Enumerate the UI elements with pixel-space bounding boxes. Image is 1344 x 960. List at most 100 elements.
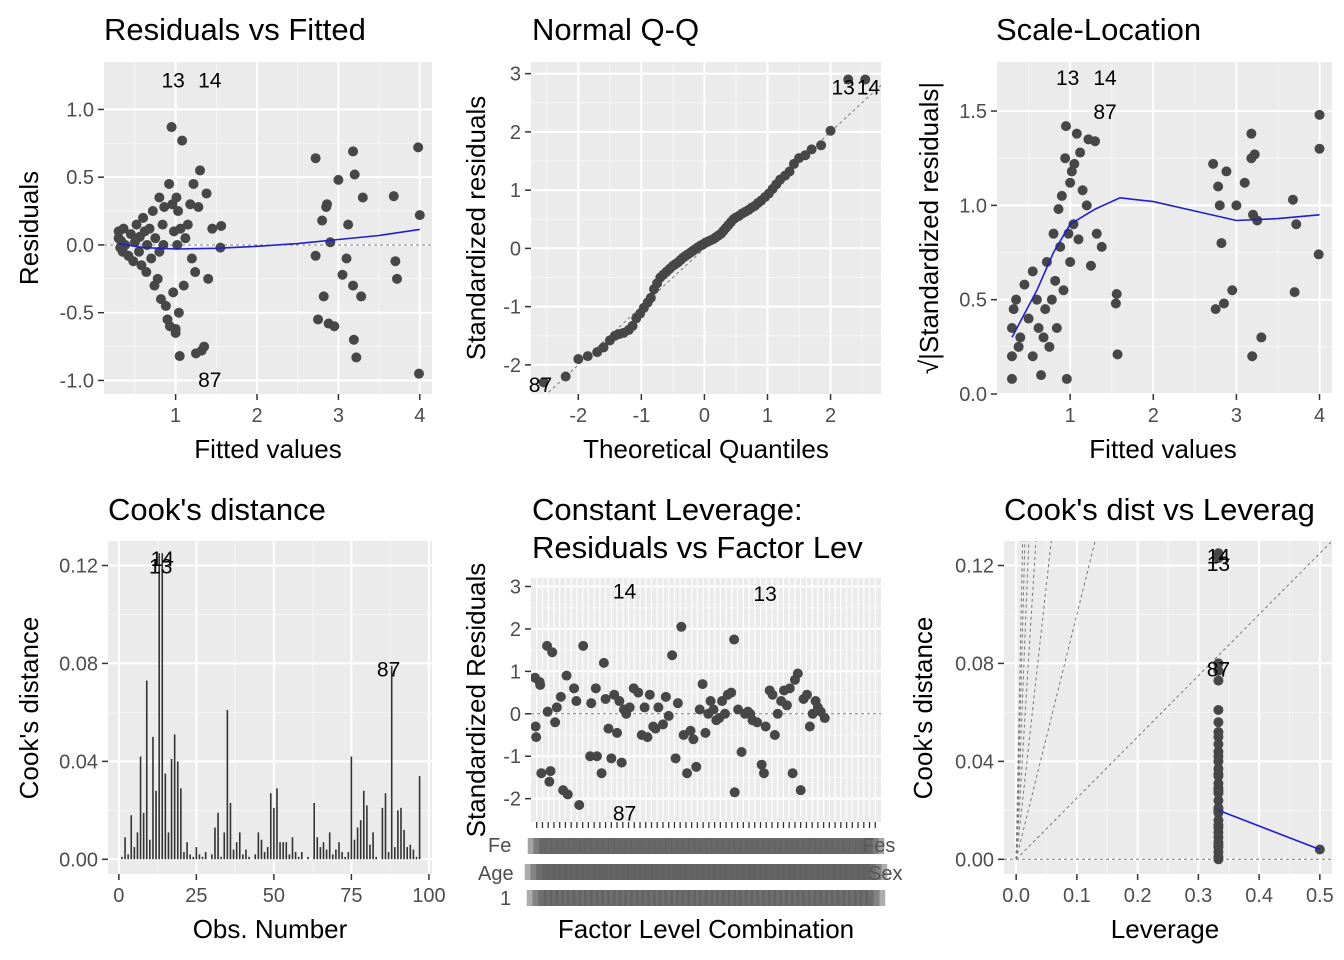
- data-point: [1046, 294, 1057, 305]
- panel-title: Scale-Location: [996, 12, 1201, 47]
- data-point: [1041, 256, 1052, 267]
- data-point: [356, 291, 367, 302]
- data-point: [627, 320, 638, 331]
- data-point: [1081, 200, 1092, 211]
- data-point: [195, 165, 206, 176]
- x-tick-label: 2: [825, 405, 836, 427]
- data-point: [1068, 219, 1079, 230]
- data-point: [606, 753, 617, 764]
- data-point: [752, 717, 763, 728]
- data-point: [705, 696, 716, 707]
- panel-cooks-vs-leverage: Cook's dist vs Leverag 0.00 0.04 0.08 0.12 0…: [908, 492, 1334, 944]
- point-label: 13: [1207, 553, 1230, 576]
- data-point: [147, 206, 158, 217]
- data-point: [1213, 704, 1224, 715]
- smooth-line: [118, 228, 420, 250]
- x-tick-label: 0: [699, 405, 710, 427]
- data-point: [1091, 228, 1102, 239]
- y-tick-label: 1: [510, 661, 521, 683]
- data-point: [843, 74, 854, 85]
- data-point: [1058, 285, 1069, 296]
- data-point: [343, 219, 354, 230]
- data-point: [178, 280, 189, 291]
- data-point: [390, 256, 401, 267]
- point-label: 87: [529, 374, 552, 397]
- data-point: [313, 314, 324, 325]
- data-point: [667, 650, 678, 661]
- panel-residuals-vs-fitted: Residuals vs Fitted -1.0 -0.5 0.0 0.5 1.0 1 2 3…: [14, 12, 432, 464]
- data-point: [1040, 304, 1051, 315]
- y-tick-label: 1.0: [959, 195, 987, 217]
- data-point: [1213, 739, 1224, 750]
- data-point: [535, 679, 546, 690]
- x-axis-label: Obs. Number: [193, 914, 348, 944]
- data-point: [1239, 177, 1250, 188]
- data-point: [760, 721, 771, 732]
- data-point: [182, 219, 193, 230]
- data-point: [1036, 370, 1047, 381]
- data-point: [717, 696, 728, 707]
- y-tick-label: 1: [510, 180, 521, 202]
- plot-background: [997, 62, 1332, 394]
- point-label: 13: [1056, 67, 1079, 90]
- data-point: [1038, 332, 1049, 343]
- data-point: [614, 696, 625, 707]
- data-point: [1221, 166, 1232, 177]
- y-tick-label: 0.08: [955, 653, 994, 675]
- data-point: [199, 341, 210, 352]
- data-point: [781, 700, 792, 711]
- data-point: [1213, 553, 1224, 564]
- data-point: [1033, 322, 1044, 333]
- data-point: [1287, 194, 1298, 205]
- factor-tick-label: Age: [478, 863, 514, 885]
- data-point: [188, 178, 199, 189]
- data-point: [1056, 190, 1067, 201]
- factor-tick-label: Fe: [488, 835, 511, 857]
- data-point: [586, 698, 597, 709]
- data-point: [555, 691, 566, 702]
- plot-area: [1006, 109, 1325, 384]
- x-tick-label: 2: [1148, 405, 1159, 427]
- data-point: [1111, 289, 1122, 300]
- data-point: [657, 719, 668, 730]
- data-point: [769, 730, 780, 741]
- data-point: [1231, 200, 1242, 211]
- data-point: [333, 174, 344, 185]
- x-axis-label: Factor Level Combination: [558, 914, 854, 944]
- data-point: [598, 342, 609, 353]
- data-point: [550, 717, 561, 728]
- data-point: [1208, 158, 1219, 169]
- data-point: [157, 219, 168, 230]
- overlapped-tick-text-row3: [865, 890, 886, 906]
- data-point: [186, 253, 197, 264]
- data-point: [660, 691, 671, 702]
- data-point: [349, 169, 360, 180]
- panel-title-line-1: Constant Leverage:: [532, 492, 803, 527]
- y-tick-label: 3: [510, 576, 521, 598]
- data-point: [697, 679, 708, 690]
- data-point: [560, 371, 571, 382]
- y-tick-label: 0.0: [959, 384, 987, 406]
- data-point: [168, 287, 179, 298]
- y-tick-label: 2: [510, 619, 521, 641]
- x-tick-label: 0.2: [1124, 885, 1152, 907]
- y-tick-label: 0.12: [59, 555, 98, 577]
- data-point: [616, 757, 627, 768]
- data-point: [128, 256, 139, 267]
- data-point: [644, 689, 655, 700]
- data-point: [1044, 341, 1055, 352]
- point-label: 87: [613, 803, 636, 826]
- data-point: [756, 759, 767, 770]
- data-point: [1210, 304, 1221, 315]
- plot-background: [104, 62, 432, 394]
- data-point: [1060, 121, 1071, 132]
- data-point: [729, 634, 740, 645]
- data-point: [1066, 166, 1077, 177]
- factor-tick-label: 1: [500, 888, 511, 910]
- data-point: [1313, 249, 1324, 260]
- data-point: [317, 215, 328, 226]
- data-point: [542, 706, 553, 717]
- data-point: [1213, 807, 1224, 818]
- data-point: [708, 704, 719, 715]
- data-point: [598, 657, 609, 668]
